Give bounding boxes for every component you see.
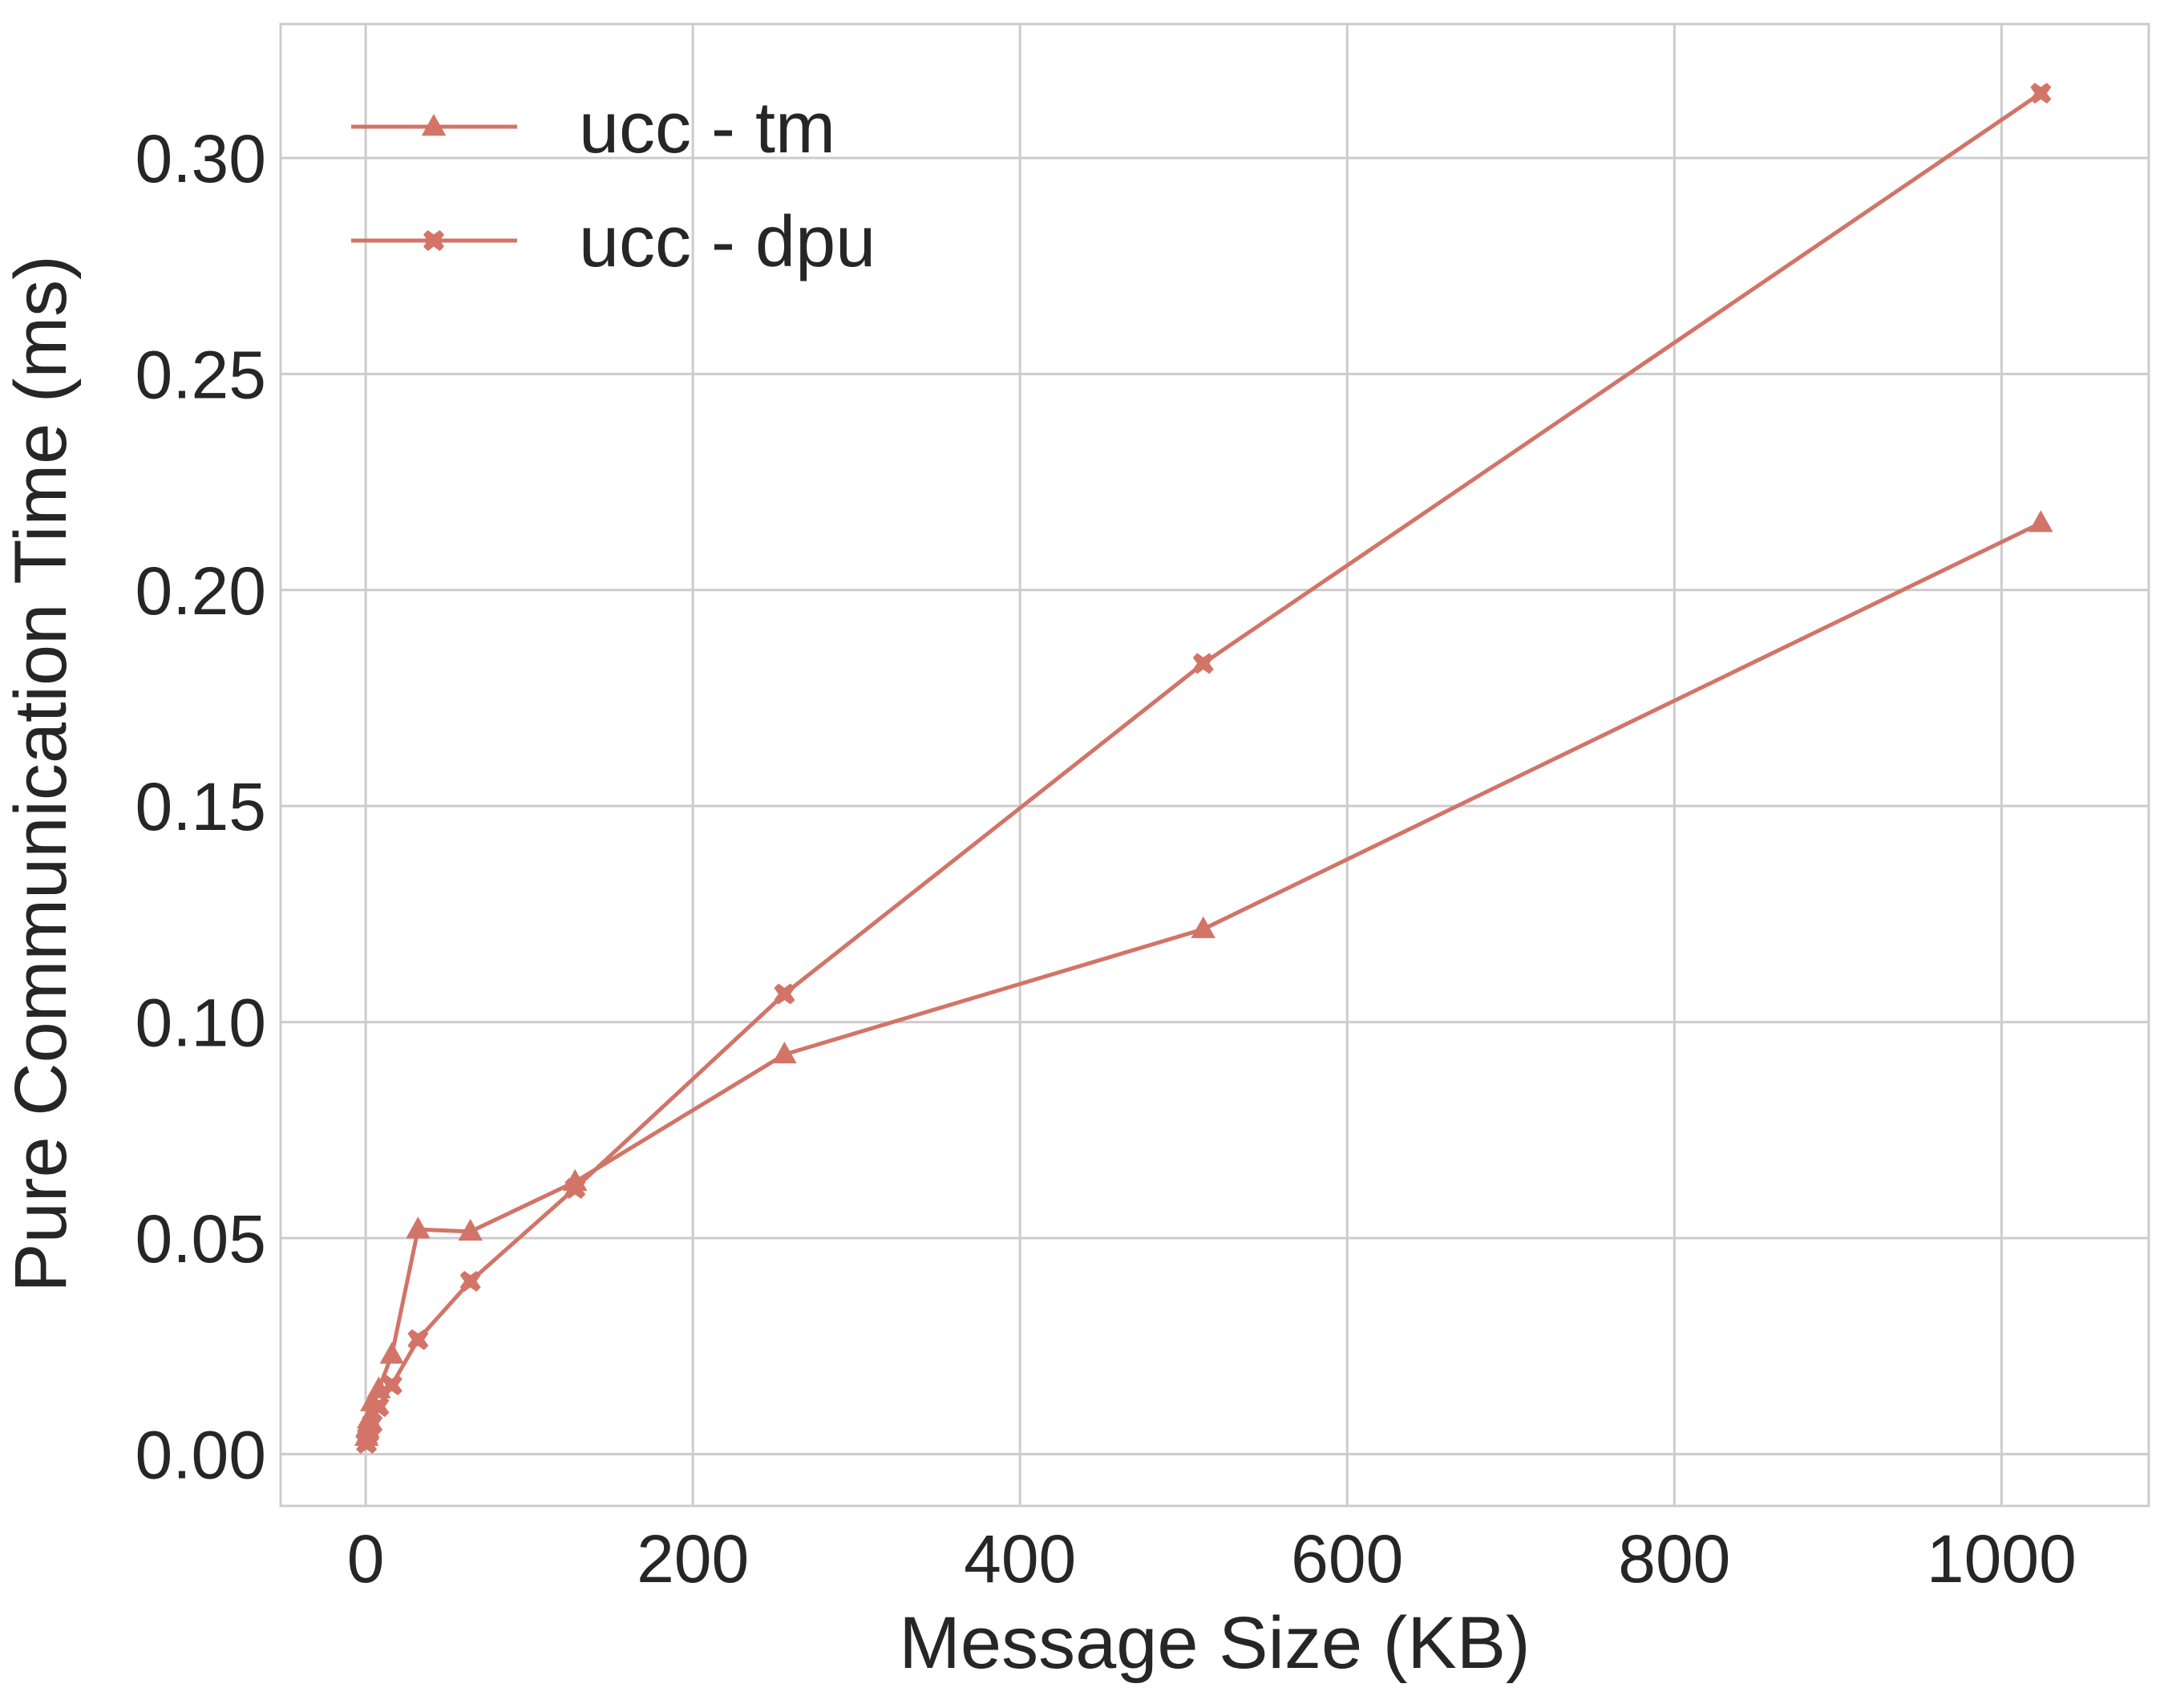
data-point bbox=[368, 1396, 390, 1418]
data-point bbox=[774, 983, 795, 1005]
legend-item: ucc - dpu bbox=[351, 202, 876, 282]
x-axis-label: Message Size (KB) bbox=[899, 1602, 1530, 1684]
y-tick-label: 0.00 bbox=[136, 1417, 267, 1492]
x-tick-label: 600 bbox=[1291, 1521, 1403, 1597]
y-tick-label: 0.30 bbox=[136, 121, 267, 196]
legend-item: ucc - tm bbox=[351, 88, 835, 168]
x-tick-label: 0 bbox=[347, 1521, 385, 1597]
y-tick-label: 0.20 bbox=[136, 553, 267, 629]
plot-area-frame bbox=[279, 22, 2150, 1508]
data-point bbox=[2030, 83, 2052, 104]
legend-label: ucc - dpu bbox=[579, 202, 876, 282]
data-point bbox=[772, 1041, 797, 1064]
data-point bbox=[564, 1178, 586, 1199]
data-point bbox=[1192, 653, 1214, 674]
series-2 bbox=[356, 83, 2052, 1454]
y-tick-label: 0.25 bbox=[136, 337, 267, 412]
grid bbox=[281, 24, 2149, 1506]
x-tick-label: 400 bbox=[964, 1521, 1076, 1597]
x-tick-label: 1000 bbox=[1927, 1521, 2077, 1597]
y-tick-label: 0.10 bbox=[136, 986, 267, 1061]
y-tick-label: 0.05 bbox=[136, 1201, 267, 1277]
data-point bbox=[406, 1216, 431, 1239]
series bbox=[354, 83, 2053, 1454]
legend-marker bbox=[423, 230, 444, 251]
data-point bbox=[2028, 510, 2053, 532]
y-axis-label: Pure Communication Time (ms) bbox=[0, 255, 82, 1292]
data-point bbox=[381, 1374, 402, 1396]
legend-marker bbox=[421, 114, 447, 136]
data-point bbox=[362, 1413, 383, 1435]
y-axis-ticks: 0.00 0.05 0.10 0.15 0.20 0.25 0.30 bbox=[136, 121, 267, 1492]
data-point bbox=[458, 1218, 483, 1241]
legend: ucc - tm ucc - dpu bbox=[351, 88, 876, 282]
x-tick-label: 800 bbox=[1618, 1521, 1730, 1597]
legend-label: ucc - tm bbox=[579, 88, 835, 168]
data-point bbox=[1191, 916, 1215, 938]
x-tick-label: 200 bbox=[637, 1521, 749, 1597]
data-point bbox=[459, 1270, 481, 1292]
data-point bbox=[379, 1342, 404, 1364]
x-axis-ticks: 0 200 400 600 800 1000 bbox=[347, 1521, 2077, 1597]
y-tick-label: 0.15 bbox=[136, 769, 267, 844]
data-point bbox=[407, 1329, 429, 1350]
